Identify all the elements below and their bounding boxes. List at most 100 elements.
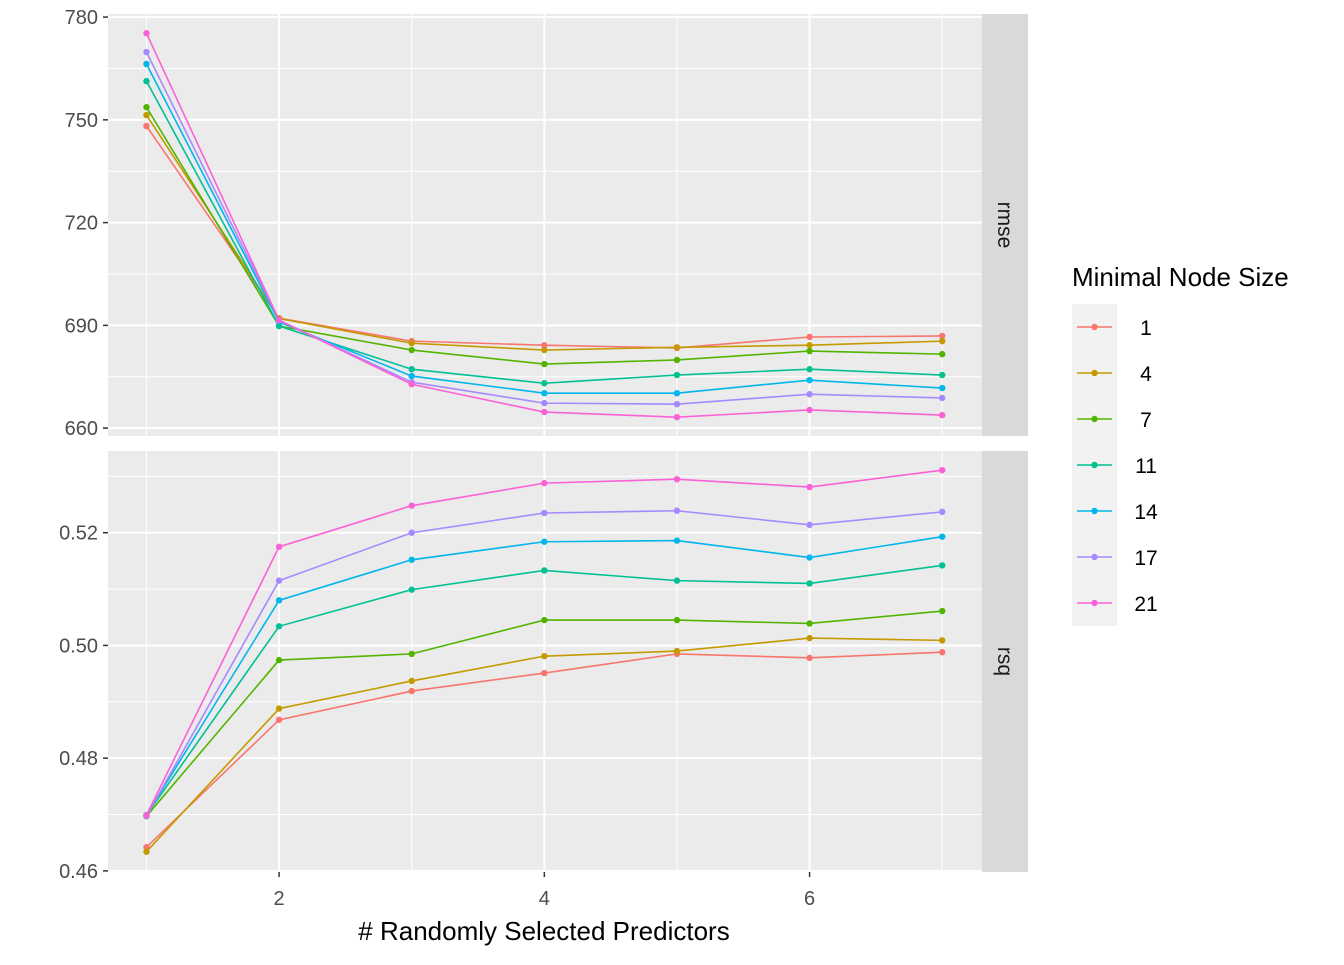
y-tick-label: 690 (65, 315, 98, 337)
legend-key-point (1091, 323, 1098, 331)
facet-strip-label: rsq (993, 647, 1016, 676)
data-point-17 (806, 521, 813, 529)
legend-key-point (1091, 599, 1098, 607)
legend-label: 4 (1140, 363, 1152, 386)
data-point-7 (806, 620, 813, 627)
facet-strip-label: rmse (993, 202, 1016, 249)
data-point-17 (939, 508, 946, 516)
data-point-14 (673, 537, 681, 544)
data-point-14 (939, 384, 946, 392)
data-point-1 (806, 333, 813, 341)
data-point-4 (275, 705, 283, 712)
data-point-7 (673, 356, 681, 364)
data-point-14 (939, 533, 946, 540)
data-point-4 (408, 339, 415, 347)
data-point-11 (408, 366, 415, 373)
legend-label: 17 (1134, 547, 1157, 570)
data-point-11 (806, 366, 813, 373)
legend-key-point (1091, 415, 1098, 423)
data-point-7 (673, 616, 681, 624)
facet-rmse: 660 690 720 750 780 rmse (65, 7, 1028, 440)
data-point-7 (939, 350, 946, 358)
data-point-17 (143, 48, 150, 56)
data-point-11 (541, 567, 548, 574)
y-tick-label: 0.46 (59, 861, 98, 883)
legend-label: 14 (1134, 501, 1158, 524)
data-point-4 (143, 848, 150, 855)
legend-label: 11 (1135, 455, 1157, 478)
data-point-4 (541, 346, 548, 354)
data-point-7 (541, 360, 548, 368)
data-point-4 (806, 634, 813, 642)
data-point-4 (143, 111, 150, 119)
data-point-7 (939, 607, 946, 615)
data-point-4 (408, 677, 415, 685)
legend-key-point (1091, 507, 1098, 515)
y-tick-label: 720 (65, 213, 98, 235)
data-point-14 (541, 538, 548, 545)
data-point-14 (806, 554, 813, 561)
x-axis-label: # Randomly Selected Predictors (358, 916, 729, 946)
data-point-11 (673, 577, 681, 584)
legend-key-point (1091, 461, 1098, 469)
legend-label: 1 (1140, 317, 1152, 340)
data-point-21 (806, 483, 813, 491)
data-point-17 (275, 577, 283, 584)
data-point-4 (806, 342, 813, 349)
data-point-17 (939, 394, 946, 402)
data-point-1 (143, 122, 150, 130)
data-point-17 (673, 507, 681, 514)
data-point-1 (806, 654, 813, 662)
x-tick-label: 6 (804, 888, 815, 910)
data-point-1 (541, 342, 548, 349)
data-point-14 (408, 556, 415, 563)
data-point-14 (408, 372, 415, 380)
data-point-1 (275, 716, 283, 724)
legend-label: 7 (1140, 409, 1152, 432)
data-point-21 (939, 466, 946, 474)
y-tick-label: 660 (65, 418, 98, 440)
y-tick-label: 0.52 (59, 523, 98, 545)
data-point-14 (541, 389, 548, 397)
legend-key-point (1091, 553, 1098, 561)
facet-strip (982, 14, 1028, 436)
data-point-7 (275, 656, 283, 664)
legend-label: 21 (1134, 593, 1157, 616)
data-point-21 (541, 408, 548, 416)
y-tick-label: 780 (65, 7, 98, 29)
data-point-14 (143, 60, 150, 68)
data-point-21 (408, 381, 415, 388)
data-point-11 (541, 380, 548, 387)
data-point-7 (806, 347, 813, 355)
data-point-21 (275, 543, 283, 551)
data-point-11 (275, 623, 283, 630)
data-point-21 (541, 479, 548, 487)
data-point-4 (541, 652, 548, 660)
data-point-4 (673, 647, 681, 655)
data-point-1 (939, 649, 946, 656)
data-point-21 (143, 29, 150, 37)
data-point-11 (806, 580, 813, 587)
data-point-7 (408, 346, 415, 354)
data-point-7 (541, 616, 548, 624)
x-tick-label: 2 (274, 888, 285, 910)
x-tick-label: 4 (539, 888, 550, 910)
data-point-21 (939, 411, 946, 419)
data-point-1 (143, 844, 150, 851)
data-point-1 (939, 332, 946, 340)
y-tick-label: 0.48 (59, 748, 98, 770)
data-point-4 (939, 637, 946, 644)
data-point-14 (806, 376, 813, 384)
data-point-11 (143, 77, 150, 85)
data-point-4 (673, 344, 681, 351)
facet-strip (982, 451, 1028, 872)
data-point-21 (275, 317, 283, 324)
data-point-17 (806, 391, 813, 398)
data-point-21 (143, 811, 150, 819)
y-tick-label: 750 (65, 110, 98, 132)
data-point-4 (939, 337, 946, 345)
data-point-17 (541, 399, 548, 407)
data-point-17 (673, 400, 681, 408)
legend-key-point (1091, 369, 1098, 377)
